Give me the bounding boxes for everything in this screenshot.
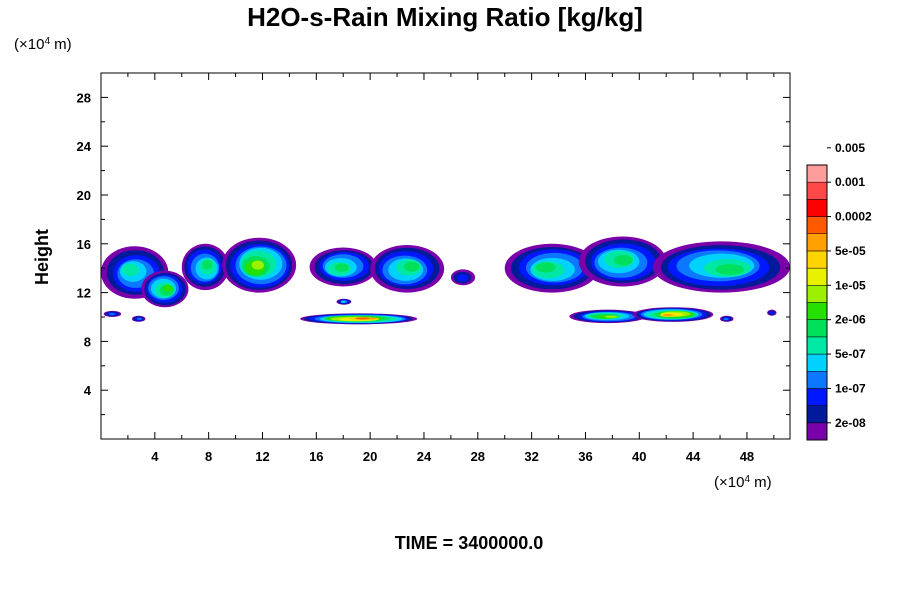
- contour-level: [403, 261, 420, 272]
- rain-region: [222, 237, 297, 293]
- contour-level: [251, 260, 264, 270]
- rain-region: [767, 309, 777, 316]
- colorbar: 2e-08 1e-07 5e-07 2e-06 1e-05 5e-05 0.0002 0.00…: [806, 141, 872, 441]
- colorbar-swatch: [806, 319, 828, 338]
- rain-region: [181, 243, 229, 291]
- colorbar-swatch: [806, 405, 828, 424]
- x-tick-label: 8: [205, 449, 212, 464]
- colorbar-swatch: [806, 336, 828, 355]
- rain-region: [131, 315, 146, 322]
- colorbar-swatch: [806, 267, 828, 286]
- rain-region: [370, 245, 445, 293]
- y-tick-label: 8: [84, 334, 91, 349]
- rain-region: [504, 243, 599, 293]
- y-tick-label: 24: [77, 139, 92, 154]
- rain-region: [336, 298, 352, 305]
- x-tick-label: 16: [309, 449, 323, 464]
- rain-region: [652, 241, 790, 293]
- y-axis-title: Height: [32, 229, 52, 285]
- contour-level: [723, 318, 729, 321]
- time-label: TIME = 3400000.0: [395, 533, 544, 553]
- colorbar-label: 0.001: [835, 175, 865, 189]
- colorbar-swatch: [806, 199, 828, 217]
- contour-level: [137, 317, 142, 320]
- x-unit-exponent: 4: [744, 474, 750, 485]
- colorbar-swatch: [806, 353, 828, 372]
- rain-region: [720, 315, 734, 322]
- colorbar-label: 2e-06: [835, 313, 866, 327]
- x-tick-label: 20: [363, 449, 377, 464]
- colorbar-label: 0.0002: [835, 210, 872, 224]
- rain-region: [103, 310, 122, 318]
- y-unit-suffix: m): [50, 36, 72, 53]
- data-field: [101, 236, 790, 325]
- x-unit-prefix: (×10: [714, 474, 744, 491]
- chart-title: H2O-s-Rain Mixing Ratio [kg/kg]: [247, 2, 643, 32]
- contour-level: [715, 264, 745, 275]
- contour-level: [662, 313, 674, 316]
- y-axis-unit: (×104 m): [14, 36, 72, 54]
- y-tick-label: 28: [77, 90, 91, 105]
- colorbar-swatch: [806, 388, 828, 406]
- y-tick-label: 20: [77, 188, 91, 203]
- x-tick-label: 28: [471, 449, 485, 464]
- colorbar-swatch: [806, 371, 828, 389]
- contour-level: [604, 315, 618, 318]
- rain-region: [309, 247, 377, 287]
- contour-level: [163, 284, 173, 292]
- colorbar-label: 1e-05: [835, 278, 866, 292]
- colorbar-swatch: [806, 285, 828, 303]
- colorbar-swatch: [806, 216, 828, 234]
- x-tick-label: 44: [686, 449, 701, 464]
- colorbar-label: 2e-08: [835, 416, 866, 430]
- contour-level: [341, 300, 346, 303]
- x-axis-unit: (×104 m): [714, 474, 772, 492]
- contour-level: [614, 254, 633, 266]
- rain-region: [578, 236, 667, 287]
- rain-region: [300, 313, 418, 325]
- colorbar-label: 5e-05: [835, 244, 866, 258]
- colorbar-swatch: [806, 302, 828, 320]
- colorbar-swatch: [806, 233, 828, 252]
- y-tick-label: 12: [77, 286, 91, 301]
- contour-level: [202, 259, 213, 270]
- contour-level: [109, 313, 116, 316]
- y-unit-exponent: 4: [44, 36, 50, 47]
- x-tick-label: 36: [578, 449, 592, 464]
- contour-level: [456, 274, 468, 282]
- colorbar-swatch: [806, 422, 828, 441]
- colorbar-frame: [806, 164, 828, 441]
- x-tick-label: 4: [151, 449, 159, 464]
- colorbar-swatch: [806, 164, 828, 183]
- x-tick-label: 48: [740, 449, 754, 464]
- colorbar-label: 5e-07: [835, 347, 866, 361]
- colorbar-swatch: [806, 181, 828, 200]
- plot-frame: [100, 72, 791, 440]
- x-tick-label: 12: [255, 449, 269, 464]
- colorbar-label: 1e-07: [835, 381, 866, 395]
- contour-level: [355, 317, 370, 320]
- rain-region: [141, 270, 189, 308]
- contour-level: [769, 311, 774, 315]
- rain-region: [450, 269, 476, 286]
- colorbar-swatch: [806, 250, 828, 269]
- x-tick-label: 40: [632, 449, 646, 464]
- y-tick-label: 16: [77, 237, 91, 252]
- y-tick-label: 4: [84, 383, 92, 398]
- rain-region: [632, 307, 714, 322]
- contour-level: [122, 263, 139, 277]
- y-unit-prefix: (×10: [14, 36, 44, 53]
- contour-level: [535, 262, 556, 273]
- rain-region: [569, 309, 647, 324]
- colorbar-label: 0.005: [835, 141, 865, 155]
- x-tick-label: 24: [417, 449, 432, 464]
- contour-level: [334, 263, 349, 272]
- x-unit-suffix: m): [750, 474, 772, 491]
- x-tick-label: 32: [524, 449, 538, 464]
